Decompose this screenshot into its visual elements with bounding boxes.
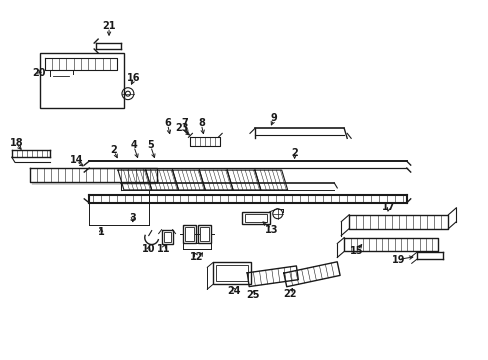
Text: 2: 2 (291, 148, 297, 158)
Text: 2: 2 (110, 145, 117, 155)
Bar (162, 230, 172, 243)
Text: 20: 20 (32, 68, 45, 78)
Text: 15: 15 (350, 247, 363, 256)
Text: 21: 21 (102, 21, 116, 31)
Text: 12: 12 (189, 252, 203, 262)
Bar (213, 262, 250, 284)
Bar (244, 214, 266, 222)
Text: 25: 25 (245, 290, 259, 300)
Text: 10: 10 (142, 244, 155, 255)
Text: 3: 3 (129, 213, 136, 223)
Bar (163, 231, 170, 242)
Text: 4: 4 (130, 140, 137, 150)
Bar (183, 225, 196, 243)
Text: 6: 6 (164, 118, 171, 129)
Text: 9: 9 (270, 113, 277, 123)
Text: 5: 5 (147, 140, 154, 150)
Text: 19: 19 (391, 255, 405, 265)
Text: 23: 23 (175, 123, 189, 134)
Text: 18: 18 (10, 138, 23, 148)
Bar (242, 212, 269, 224)
Text: 22: 22 (283, 289, 296, 299)
Text: 8: 8 (198, 118, 204, 129)
Bar (40, 53, 123, 108)
Text: 1: 1 (98, 226, 104, 237)
Text: 24: 24 (227, 286, 240, 296)
Text: 13: 13 (264, 225, 278, 235)
Text: 14: 14 (69, 155, 83, 165)
Bar (198, 225, 211, 243)
Text: 7: 7 (181, 118, 187, 129)
Bar (200, 227, 209, 240)
Text: 17: 17 (381, 202, 395, 212)
Text: 11: 11 (157, 244, 170, 255)
Bar (216, 265, 247, 281)
Text: 16: 16 (127, 73, 141, 83)
Bar (185, 227, 194, 240)
